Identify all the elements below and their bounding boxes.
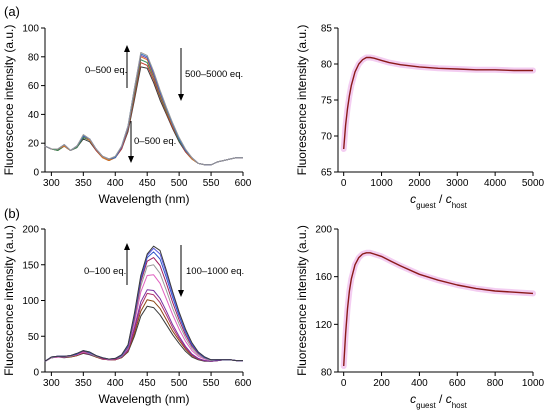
annotations-b: 0–100 eq. 100–1000 eq.	[84, 243, 244, 297]
annotations-a: 0–500 eq. 500–5000 eq. 0–500 eq.	[85, 45, 243, 163]
annotation-a-lower: 0–500 eq.	[134, 136, 176, 147]
titration-fit-line	[343, 252, 534, 367]
panel-label-b: (b)	[4, 206, 20, 221]
x-tick-label: 400	[411, 378, 428, 389]
spectrum-series-line	[44, 274, 243, 362]
chart-b-spectra: 300 350 400 450 500 550 600 0 50 100 150 200 Fluores…	[2, 225, 252, 407]
y-axis-title: Fluorescence intensity (a.u.)	[2, 225, 16, 376]
y-tick-label: 0	[33, 168, 39, 179]
y-axis-title: Fluorescence intensity (a.u.)	[295, 225, 309, 376]
up-arrowhead-a	[124, 45, 130, 52]
chart-a-spectra: 300 350 400 450 500 550 600 0 20 40 60 80 100 Fluores…	[2, 24, 252, 207]
x-tick-label: 450	[139, 378, 156, 389]
spectrum-series-line	[44, 245, 243, 362]
x-tick-label: 500	[171, 378, 188, 389]
x-tick-label: 4000	[484, 178, 507, 189]
annotation-a-down: 500–5000 eq.	[185, 69, 243, 80]
x-tick-label: 600	[235, 378, 252, 389]
x-tick-label: 400	[107, 178, 124, 189]
y-tick-label: 40	[28, 110, 40, 121]
y-tick-label: 160	[315, 272, 332, 283]
x-axis-title: cguest / chost	[410, 392, 467, 410]
x-tick-label: 0	[341, 178, 347, 189]
y-tick-label: 100	[22, 24, 39, 35]
titration-fit-line	[343, 56, 533, 150]
spectrum-series-line	[44, 299, 243, 362]
spectrum-series-line	[44, 264, 243, 362]
y-tick-label: 150	[22, 260, 39, 271]
y-tick-label: 80	[28, 52, 40, 63]
panel-label-a: (a)	[4, 4, 20, 19]
y-tick-label: 100	[22, 296, 39, 307]
up-arrowhead-b	[124, 243, 130, 250]
spectrum-series-line	[44, 66, 243, 166]
x-tick-label: 350	[75, 378, 92, 389]
x-tick-label: 600	[449, 378, 466, 389]
spectrum-series-line	[44, 305, 243, 362]
chart-b-titration: 0 200 400 600 800 1000 80 120 160 200 Fluorescence…	[295, 225, 545, 410]
spectrum-series-line	[44, 292, 243, 362]
y-tick-label: 200	[22, 225, 39, 236]
y-axis-title: Fluorescence intensity (a.u.)	[2, 25, 16, 176]
x-tick-label: 2000	[408, 178, 431, 189]
x-tick-label: 600	[235, 178, 252, 189]
x-axis-title: cguest / chost	[410, 192, 467, 210]
x-tick-label: 450	[139, 178, 156, 189]
x-tick-label: 300	[43, 378, 60, 389]
x-tick-label: 300	[43, 178, 60, 189]
x-tick-label: 1000	[370, 178, 393, 189]
x-tick-label: 500	[171, 178, 188, 189]
x-tick-label: 550	[203, 178, 220, 189]
annotation-b-down: 100–1000 eq.	[186, 266, 244, 277]
x-tick-label: 550	[203, 378, 220, 389]
y-tick-label: 80	[321, 368, 333, 379]
annotation-a-up: 0–500 eq.	[85, 65, 127, 76]
y-tick-label: 60	[28, 81, 40, 92]
y-tick-label: 120	[315, 320, 332, 331]
y-axis-title: Fluorescence intensity (a.u.)	[295, 25, 309, 176]
y-tick-label: 20	[28, 139, 40, 150]
x-tick-label: 3000	[446, 178, 469, 189]
y-tick-label: 200	[315, 225, 332, 236]
titration-fit-band	[340, 249, 536, 369]
down-arrowhead-b	[178, 290, 184, 297]
y-tick-label: 0	[33, 368, 39, 379]
annotation-b-up: 0–100 eq.	[84, 266, 126, 277]
y-tick-label: 80	[321, 60, 333, 71]
lower-arrowhead-a	[128, 156, 134, 163]
x-axis-title: Wavelength (nm)	[99, 392, 190, 406]
spectrum-series-line	[44, 52, 243, 166]
y-tick-label: 85	[321, 24, 333, 35]
chart-a-titration: 0 1000 2000 3000 4000 5000 65 70 75 80 85 Fluoresce…	[295, 24, 545, 210]
x-tick-label: 200	[373, 378, 390, 389]
y-tick-label: 70	[321, 132, 333, 143]
y-tick-label: 75	[321, 96, 333, 107]
x-tick-label: 800	[487, 378, 504, 389]
x-tick-label: 400	[107, 378, 124, 389]
y-tick-label: 50	[28, 332, 40, 343]
y-tick-label: 65	[321, 168, 333, 179]
x-axis-title: Wavelength (nm)	[99, 192, 190, 206]
x-tick-label: 1000	[522, 378, 545, 389]
x-tick-label: 350	[75, 178, 92, 189]
x-tick-label: 0	[341, 378, 347, 389]
down-arrowhead-a	[178, 94, 184, 101]
x-tick-label: 5000	[522, 178, 545, 189]
titration-fit-band	[340, 54, 536, 152]
